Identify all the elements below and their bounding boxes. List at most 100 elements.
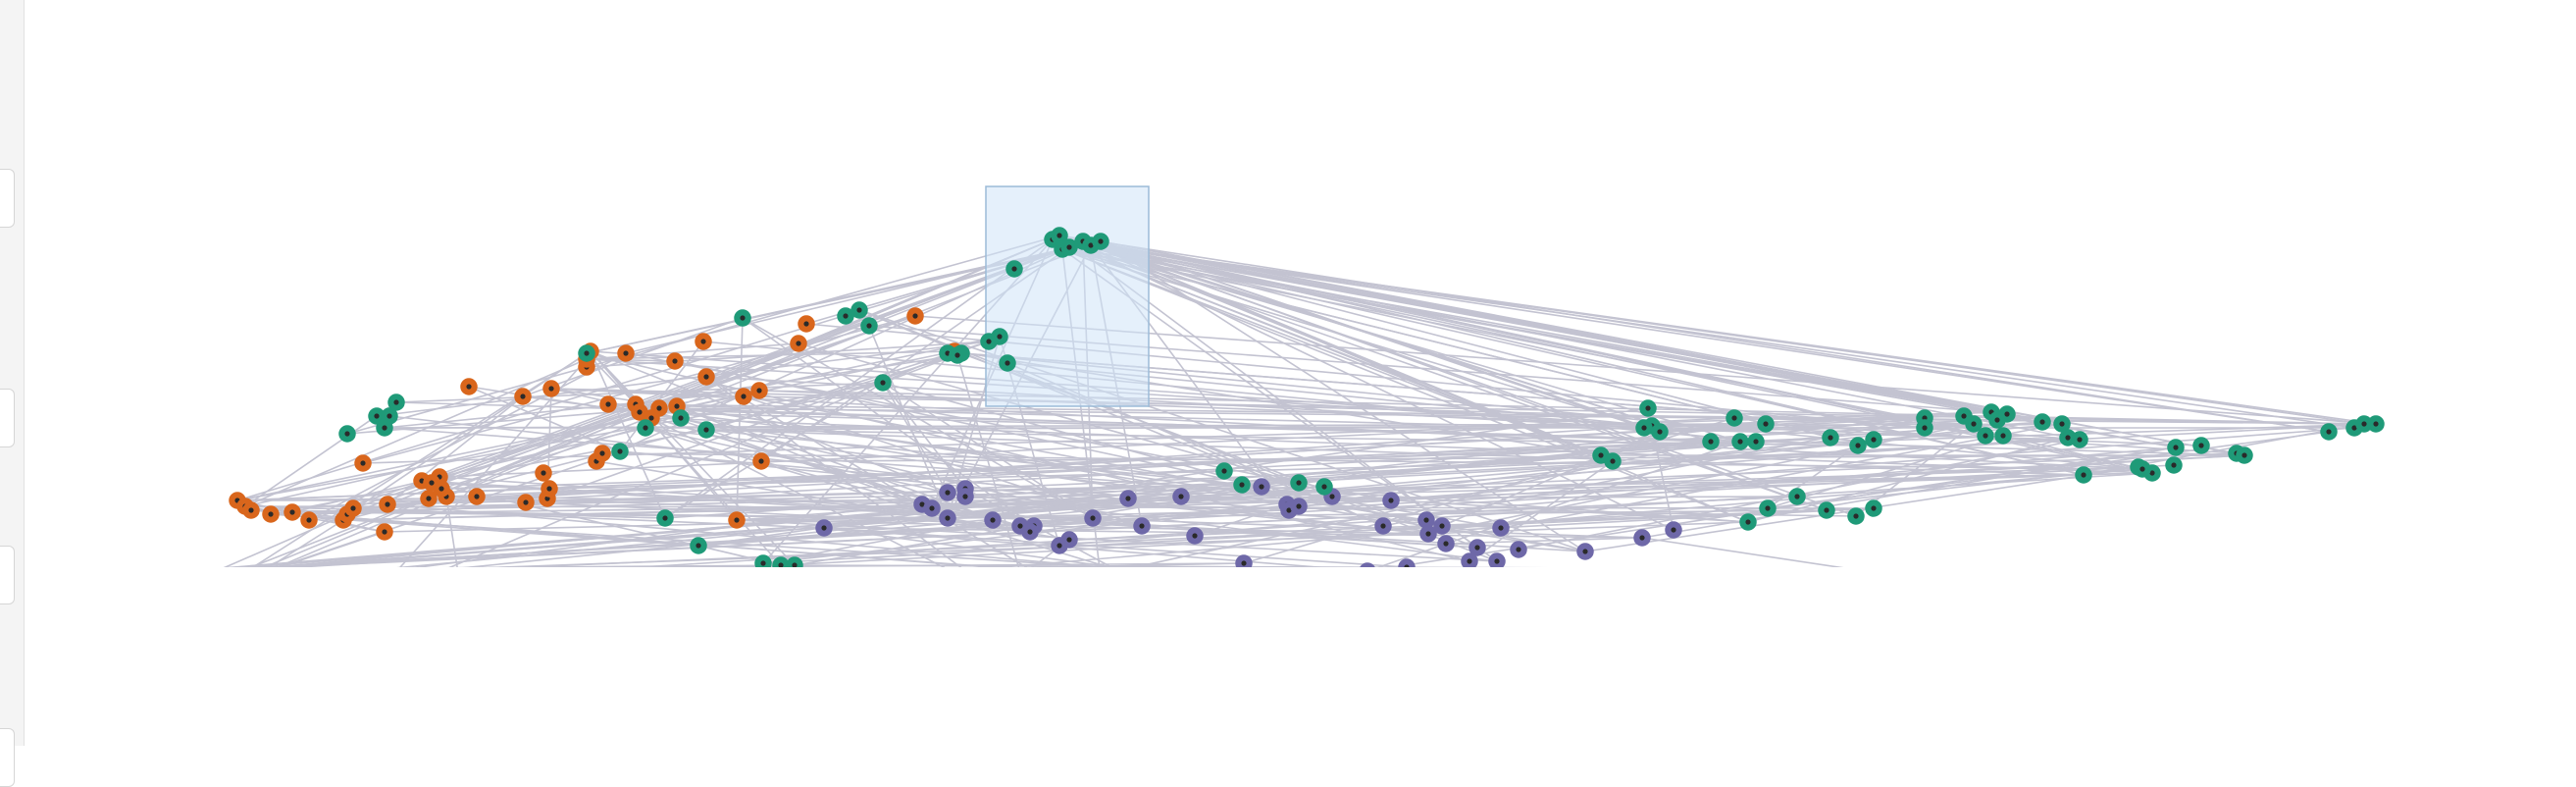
panel-tab-1[interactable] [0, 169, 15, 228]
orange-node[interactable] [750, 382, 768, 399]
green-node[interactable] [338, 425, 356, 443]
orange-node[interactable] [344, 499, 362, 517]
green-node[interactable] [1965, 415, 1983, 433]
orange-node[interactable] [262, 505, 280, 523]
green-node[interactable] [1822, 429, 1839, 446]
orange-node[interactable] [593, 445, 611, 462]
green-node[interactable] [1747, 433, 1765, 450]
orange-node[interactable] [695, 333, 712, 350]
purple-node[interactable] [1360, 562, 1375, 578]
green-node[interactable] [1818, 501, 1835, 519]
green-node[interactable] [2367, 415, 2385, 433]
green-node[interactable] [1215, 462, 1233, 480]
green-node[interactable] [672, 409, 690, 427]
orange-node[interactable] [300, 511, 318, 529]
green-node[interactable] [1847, 507, 1865, 525]
orange-node[interactable] [906, 307, 924, 325]
green-node[interactable] [1092, 233, 1109, 250]
green-node[interactable] [697, 421, 715, 439]
orange-node[interactable] [541, 480, 558, 498]
orange-node[interactable] [697, 368, 715, 386]
purple-node[interactable] [1419, 525, 1437, 543]
purple-node[interactable] [1235, 554, 1253, 570]
green-node[interactable] [874, 374, 892, 392]
orange-node[interactable] [379, 496, 396, 513]
orange-node[interactable] [542, 380, 560, 397]
green-node[interactable] [1005, 260, 1023, 278]
selection-brush[interactable] [985, 185, 1150, 407]
purple-node[interactable] [1437, 535, 1455, 552]
green-node[interactable] [1739, 513, 1757, 531]
green-node[interactable] [1788, 488, 1806, 505]
green-node[interactable] [376, 419, 393, 437]
green-node[interactable] [1635, 419, 1653, 437]
green-node[interactable] [656, 509, 674, 527]
purple-node[interactable] [1382, 492, 1400, 509]
purple-node[interactable] [1433, 517, 1451, 535]
purple-node[interactable] [1665, 521, 1682, 539]
purple-node[interactable] [1172, 488, 1190, 505]
green-node[interactable] [1604, 452, 1622, 470]
orange-node[interactable] [517, 494, 535, 511]
green-node[interactable] [991, 328, 1008, 345]
purple-node[interactable] [1374, 517, 1392, 535]
purple-node[interactable] [1133, 517, 1151, 535]
green-node[interactable] [1726, 409, 1743, 427]
green-node[interactable] [637, 419, 654, 437]
purple-node[interactable] [1290, 498, 1308, 515]
orange-node[interactable] [468, 488, 486, 505]
green-node[interactable] [999, 354, 1016, 372]
green-node[interactable] [1757, 415, 1775, 433]
purple-node[interactable] [1468, 539, 1486, 556]
orange-node[interactable] [599, 395, 617, 413]
green-node[interactable] [1060, 238, 1078, 256]
green-node[interactable] [1998, 405, 2016, 423]
green-node[interactable] [611, 443, 629, 460]
orange-node[interactable] [514, 388, 532, 405]
green-node[interactable] [754, 554, 772, 570]
green-node[interactable] [860, 317, 878, 335]
purple-node[interactable] [939, 484, 956, 501]
purple-node[interactable] [1060, 531, 1078, 549]
orange-node[interactable] [376, 523, 393, 541]
orange-node[interactable] [735, 388, 752, 405]
green-node[interactable] [2053, 415, 2071, 433]
green-node[interactable] [2192, 437, 2210, 454]
purple-node[interactable] [1253, 478, 1270, 496]
green-node[interactable] [772, 556, 790, 572]
network-graph[interactable] [0, 0, 2576, 746]
purple-node[interactable] [1417, 511, 1435, 529]
panel-tab-3[interactable] [0, 546, 15, 604]
green-node[interactable] [1651, 423, 1669, 441]
green-node[interactable] [734, 309, 751, 327]
green-node[interactable] [1315, 478, 1333, 496]
orange-node[interactable] [790, 335, 807, 352]
purple-node[interactable] [1488, 552, 1506, 568]
green-node[interactable] [2165, 456, 2183, 474]
orange-node[interactable] [535, 464, 552, 482]
green-node[interactable] [1977, 427, 1994, 445]
orange-node[interactable] [283, 503, 301, 521]
green-node[interactable] [2320, 423, 2338, 441]
orange-node[interactable] [460, 378, 478, 395]
green-node[interactable] [2355, 415, 2373, 433]
green-node[interactable] [2034, 413, 2051, 431]
green-node[interactable] [2134, 460, 2151, 478]
purple-node[interactable] [1510, 541, 1527, 558]
orange-node[interactable] [433, 480, 450, 498]
green-node[interactable] [2236, 446, 2253, 464]
green-node[interactable] [2071, 431, 2088, 448]
orange-node[interactable] [420, 490, 438, 507]
purple-node[interactable] [1492, 519, 1510, 537]
orange-node[interactable] [752, 452, 770, 470]
green-node[interactable] [949, 346, 966, 364]
green-node[interactable] [578, 344, 595, 362]
green-node[interactable] [1994, 427, 2012, 445]
purple-node[interactable] [1186, 527, 1204, 545]
green-node[interactable] [837, 307, 854, 325]
purple-node[interactable] [1461, 552, 1478, 568]
green-node[interactable] [1290, 474, 1308, 492]
green-node[interactable] [1865, 431, 1882, 448]
green-node[interactable] [1849, 437, 1867, 454]
purple-node[interactable] [1398, 558, 1416, 574]
